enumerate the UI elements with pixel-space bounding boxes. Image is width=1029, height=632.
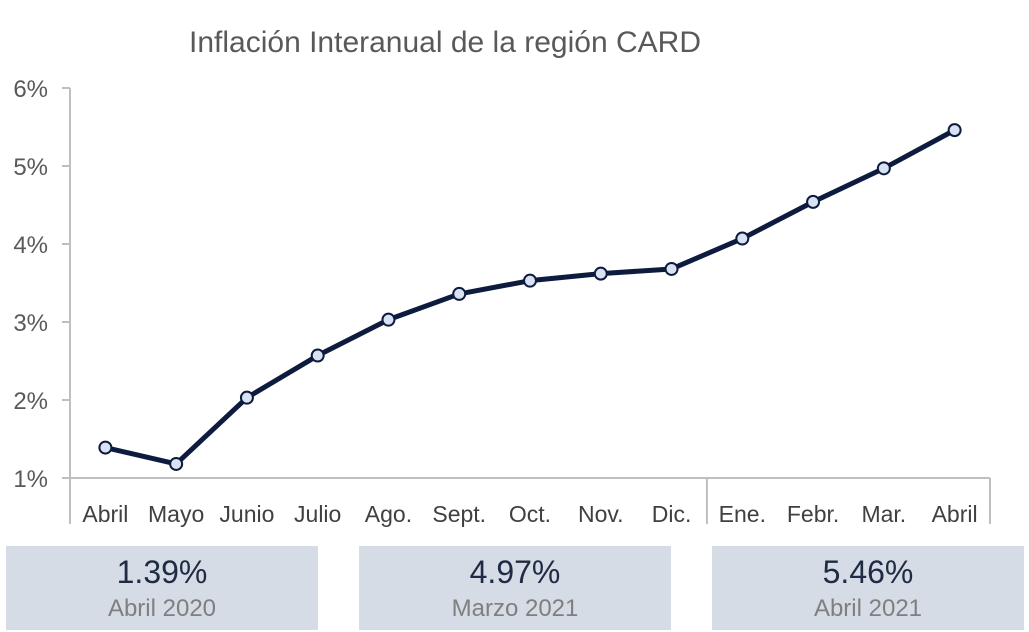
x-tick-label: Julio <box>294 501 341 527</box>
x-tick-label: Ene. <box>719 501 766 527</box>
data-point <box>947 123 962 138</box>
x-tick-label: Nov. <box>578 501 624 527</box>
x-tick-label: Febr. <box>787 501 839 527</box>
data-point <box>664 261 679 276</box>
y-tick-label: 3% <box>13 310 48 337</box>
line-chart: Inflación Interanual de la región CARD 1… <box>13 26 991 527</box>
data-point <box>452 286 467 301</box>
data-point <box>169 456 184 471</box>
data-point <box>310 348 325 363</box>
summary-card-abril-2020: 1.39% Abril 2020 <box>6 546 318 630</box>
data-point <box>806 194 821 209</box>
x-axis: Abril Mayo Junio Julio Ago. Sept. Oct. Nov. Dic.… <box>69 477 991 527</box>
y-tick-label: 4% <box>13 232 48 259</box>
summary-card-label: Marzo 2021 <box>451 595 579 622</box>
summary-card-value: 1.39% <box>116 554 208 590</box>
series-group <box>98 123 962 471</box>
x-tick-label: Abril <box>932 501 978 527</box>
chart-title: Inflación Interanual de la región CARD <box>189 26 701 59</box>
y-tick-label: 5% <box>13 154 48 181</box>
y-tick-label: 6% <box>13 76 48 103</box>
series-line <box>102 127 958 467</box>
x-tick-label: Sept. <box>432 501 486 527</box>
y-axis: 1% 2% 3% 4% 5% 6% <box>13 76 71 524</box>
data-point <box>98 440 113 455</box>
x-tick-label: Mar. <box>861 501 906 527</box>
x-tick-label: Mayo <box>148 501 204 527</box>
y-tick-label: 1% <box>13 466 48 493</box>
x-tick-label: Ago. <box>365 501 412 527</box>
x-tick-label: Dic. <box>652 501 692 527</box>
data-point <box>735 231 750 246</box>
data-point <box>876 161 891 176</box>
x-tick-label: Abril <box>82 501 128 527</box>
data-point <box>381 312 396 327</box>
data-point <box>239 390 254 405</box>
summary-card-marzo-2021: 4.97% Marzo 2021 <box>359 546 671 630</box>
summary-card-label: Abril 2021 <box>813 595 923 622</box>
summary-card-abril-2021: 5.46% Abril 2021 <box>712 546 1024 630</box>
x-tick-label: Oct. <box>509 501 551 527</box>
data-point <box>523 273 537 288</box>
summary-card-label: Abril 2020 <box>107 595 217 622</box>
summary-card-value: 5.46% <box>822 554 914 590</box>
x-tick-label: Junio <box>219 501 274 527</box>
y-tick-label: 2% <box>13 388 48 415</box>
summary-card-value: 4.97% <box>469 554 561 590</box>
data-point <box>593 266 608 281</box>
